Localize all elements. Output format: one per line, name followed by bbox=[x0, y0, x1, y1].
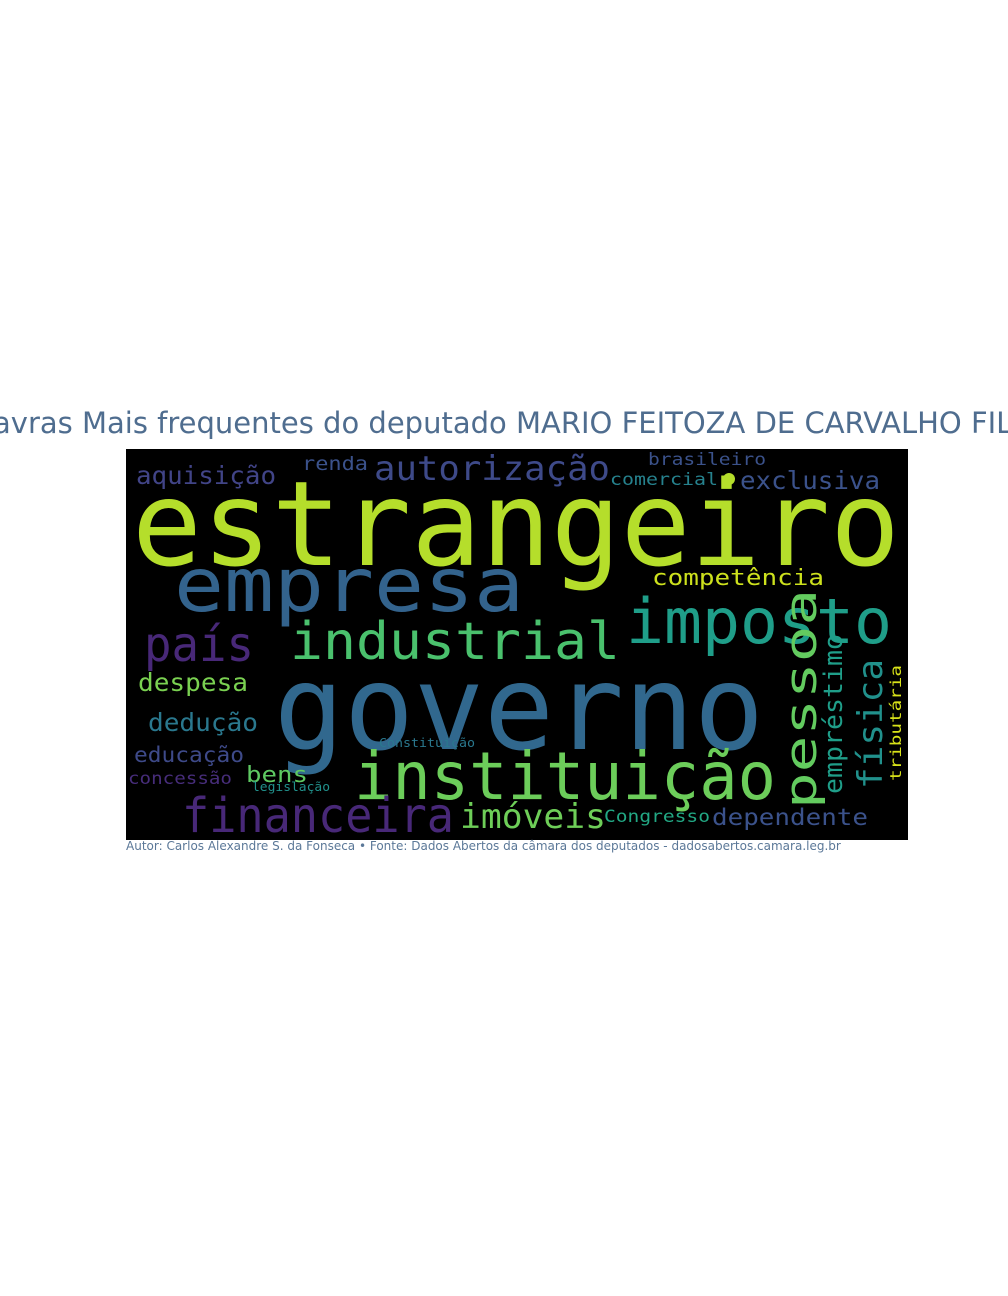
word-18: exclusiva bbox=[740, 466, 880, 495]
word-1: estrangeiro bbox=[132, 455, 900, 593]
word-28: Constituição bbox=[379, 736, 475, 750]
word-16: dedução bbox=[148, 708, 258, 737]
word-7: financeira bbox=[182, 788, 454, 840]
word-11: autorização bbox=[374, 449, 610, 489]
word-cloud-canvas: estrangeiro governo empresa instituição impo… bbox=[128, 449, 905, 840]
word-8: país bbox=[144, 617, 254, 673]
word-14: aquisição bbox=[136, 461, 276, 490]
word-10: física bbox=[851, 659, 891, 789]
word-20: bens bbox=[246, 763, 308, 788]
word-23: brasileiro bbox=[648, 450, 766, 470]
word-25: Congresso bbox=[604, 807, 710, 827]
word-21: educação bbox=[134, 743, 244, 767]
word-12: imóveis bbox=[460, 797, 606, 837]
dot-mark bbox=[723, 473, 735, 485]
word-22: renda bbox=[302, 453, 368, 475]
word-2: governo bbox=[274, 639, 764, 777]
word-29: legislação bbox=[252, 780, 330, 794]
word-26: concessão bbox=[128, 769, 232, 789]
word-24: comercial bbox=[610, 470, 718, 490]
source-caption: Autor: Carlos Alexandre S. da Fonseca • … bbox=[126, 839, 841, 853]
word-5: imposto bbox=[626, 585, 892, 658]
word-19: competência bbox=[652, 566, 824, 591]
word-3: empresa bbox=[174, 541, 524, 629]
word-17: dependente bbox=[712, 805, 868, 831]
word-cloud: estrangeiro governo empresa instituição impo… bbox=[126, 449, 908, 840]
word-6: industrial bbox=[290, 612, 620, 672]
word-27: tributária bbox=[887, 665, 905, 781]
chart-title: Palavras Mais frequentes do deputado MAR… bbox=[0, 406, 1008, 440]
word-15: despesa bbox=[138, 668, 248, 697]
word-4: instituição bbox=[354, 738, 776, 815]
word-9: pessoa bbox=[776, 589, 827, 809]
word-13: empréstimo bbox=[819, 634, 849, 794]
